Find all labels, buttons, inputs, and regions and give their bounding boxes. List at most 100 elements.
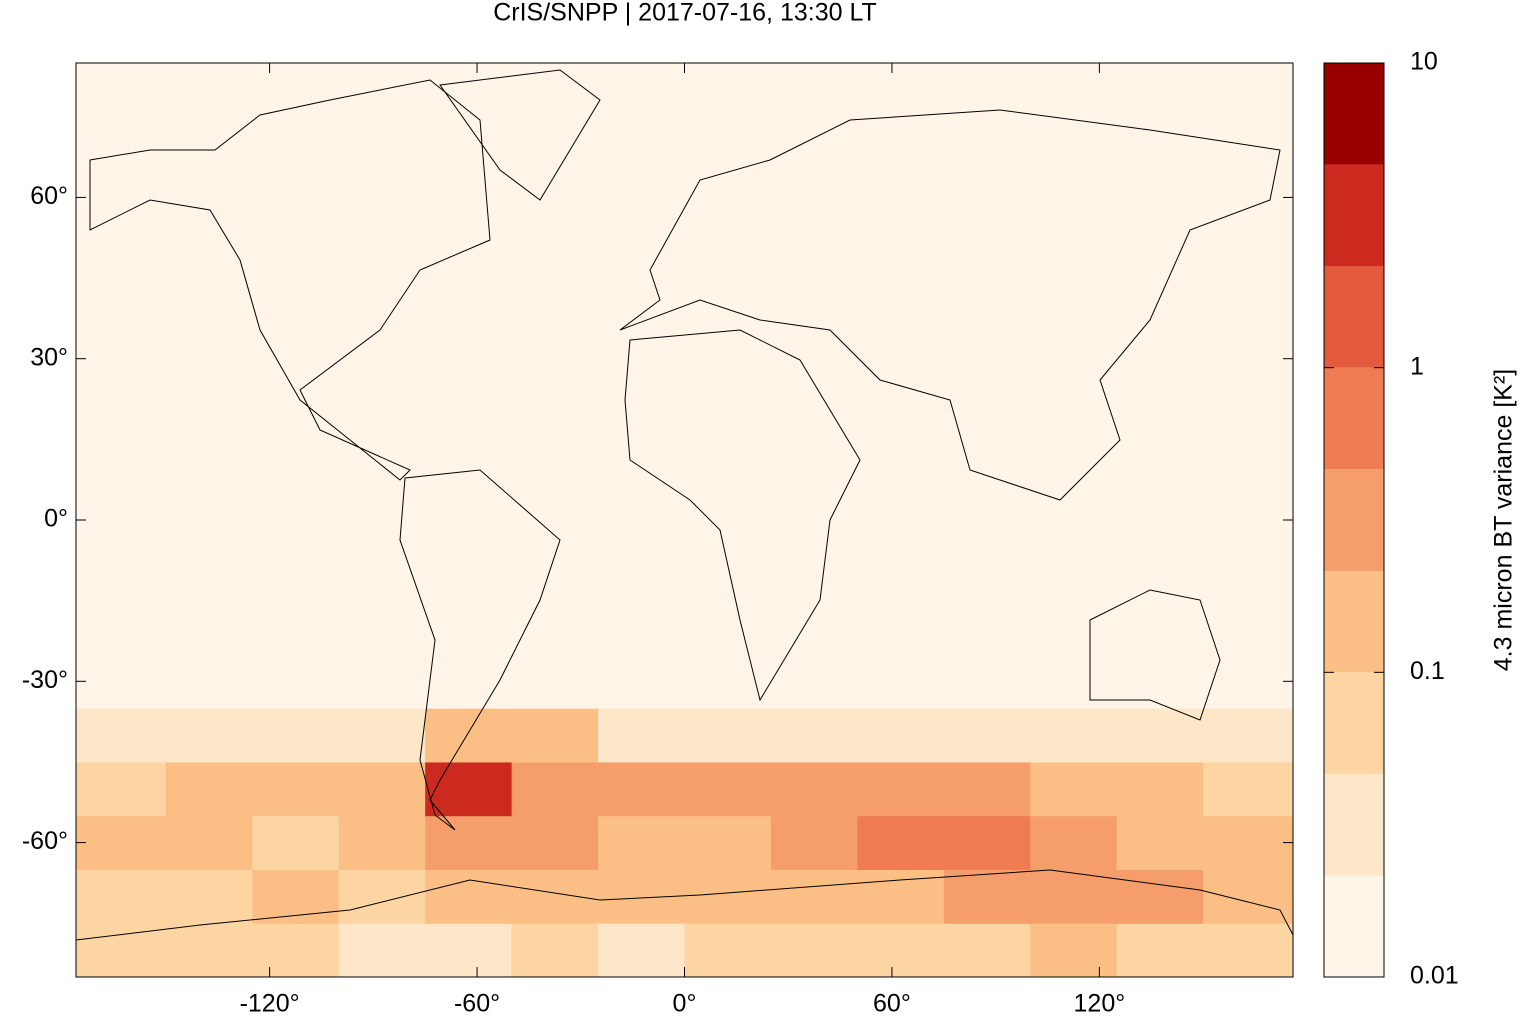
y-tick-label: 0°: [44, 505, 68, 533]
cell: [1116, 923, 1204, 977]
cell: [943, 63, 1031, 709]
cell: [1030, 63, 1118, 709]
cell: [76, 708, 167, 763]
cell: [338, 869, 426, 924]
cell: [252, 923, 340, 977]
colorbar-frame: [1323, 62, 1385, 978]
cell: [511, 708, 599, 763]
cell: [76, 923, 167, 977]
cell: [1116, 869, 1204, 924]
cell: [598, 761, 685, 817]
cell: [252, 708, 340, 763]
cell: [165, 923, 253, 977]
cell: [598, 708, 685, 763]
cell: [1203, 923, 1293, 977]
cell: [598, 923, 685, 977]
cell: [511, 761, 599, 817]
cell: [770, 869, 858, 924]
colorbar-label: 4.3 micron BT variance [K²]: [1490, 369, 1518, 671]
cell: [1203, 815, 1293, 870]
colorbar-band: [1324, 63, 1384, 165]
y-tick-label: 30°: [30, 343, 68, 371]
cell: [338, 815, 426, 870]
cell: [252, 869, 340, 924]
cell: [338, 708, 426, 763]
cell: [76, 761, 167, 817]
cell: [598, 815, 685, 870]
cell: [425, 63, 513, 709]
x-tick-label: 0°: [673, 990, 697, 1018]
heatmap: [76, 63, 1293, 977]
cell: [770, 923, 858, 977]
colorbar-band: [1324, 672, 1384, 774]
cell: [425, 869, 513, 924]
cell: [252, 815, 340, 870]
coastlines: [76, 69, 1293, 941]
cell: [425, 923, 513, 977]
cell: [338, 761, 426, 817]
cell: [684, 761, 772, 817]
colorbar-band: [1324, 773, 1384, 876]
cell: [857, 708, 945, 763]
cell: [338, 923, 426, 977]
cell: [943, 761, 1031, 817]
cell: [684, 708, 772, 763]
y-tick-label: 60°: [30, 182, 68, 210]
x-tick-label: 120°: [1074, 990, 1126, 1018]
cell: [1030, 761, 1118, 817]
colorbar-band: [1324, 875, 1384, 977]
cell: [165, 815, 253, 870]
colorbar-tick-label: 0.1: [1410, 657, 1445, 685]
cell: [1030, 815, 1118, 870]
x-tick-label: -120°: [240, 990, 300, 1018]
colorbar-band: [1324, 469, 1384, 572]
colorbar-tick-label: 10: [1410, 48, 1438, 76]
cell: [76, 815, 167, 870]
cell: [1030, 869, 1118, 924]
cell: [511, 63, 599, 709]
cell: [511, 923, 599, 977]
cell: [1116, 761, 1204, 817]
cell: [1030, 708, 1118, 763]
cell: [165, 708, 253, 763]
cell: [76, 63, 167, 709]
cell: [338, 63, 426, 709]
cell: [857, 923, 945, 977]
cell: [770, 815, 858, 870]
cell: [943, 869, 1031, 924]
chart-title: CrIS/SNPP | 2017-07-16, 13:30 LT: [493, 0, 877, 27]
cell: [857, 815, 945, 870]
cell: [943, 708, 1031, 763]
x-tick-label: -60°: [454, 990, 500, 1018]
colorbar-tick-label: 0.01: [1410, 962, 1459, 990]
cell: [1203, 708, 1293, 763]
cell: [770, 63, 858, 709]
cell: [76, 869, 167, 924]
cell: [684, 869, 772, 924]
cell: [1203, 761, 1293, 817]
cell: [252, 63, 340, 709]
cell: [511, 815, 599, 870]
cell: [770, 761, 858, 817]
cell: [943, 815, 1031, 870]
cell: [165, 63, 253, 709]
cell: [770, 708, 858, 763]
cell: [252, 761, 340, 817]
cell: [425, 761, 513, 817]
colorbar-tick-label: 1: [1410, 352, 1424, 380]
colorbar-band: [1324, 266, 1384, 368]
colorbar-band: [1324, 164, 1384, 267]
cell: [684, 923, 772, 977]
cell: [943, 923, 1031, 977]
cell: [857, 761, 945, 817]
cell: [511, 869, 599, 924]
cell: [598, 63, 685, 709]
cell: [165, 761, 253, 817]
cell: [684, 63, 772, 709]
cell: [684, 815, 772, 870]
y-tick-label: -60°: [22, 827, 68, 855]
cell: [425, 815, 513, 870]
cell: [1116, 63, 1204, 709]
cell: [1116, 708, 1204, 763]
